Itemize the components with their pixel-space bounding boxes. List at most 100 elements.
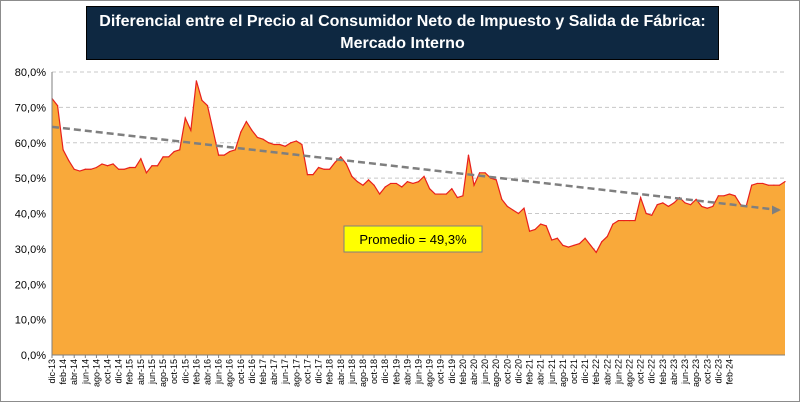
data-point xyxy=(634,219,636,222)
data-point xyxy=(751,184,753,186)
x-tick-label: feb-19 xyxy=(391,359,401,385)
data-point xyxy=(584,237,586,239)
data-point xyxy=(484,172,486,174)
data-point xyxy=(118,168,120,170)
data-point xyxy=(567,246,570,248)
data-point xyxy=(512,209,514,211)
data-point xyxy=(279,143,281,146)
data-point xyxy=(356,181,359,183)
data-point xyxy=(673,202,675,204)
data-point xyxy=(501,198,503,200)
data-point xyxy=(195,80,197,82)
data-point xyxy=(651,214,653,216)
data-point xyxy=(545,225,547,227)
data-point xyxy=(734,195,736,197)
x-tick-label: jun-23 xyxy=(680,359,690,385)
data-point xyxy=(340,156,342,158)
x-tick-label: oct-19 xyxy=(436,359,446,384)
x-tick-label: feb-24 xyxy=(724,359,734,385)
data-point xyxy=(756,182,758,185)
x-tick-label: oct-14 xyxy=(103,359,113,384)
data-point xyxy=(379,193,381,195)
x-tick-label: abr-16 xyxy=(202,359,212,385)
x-tick-label: abr-23 xyxy=(669,359,679,385)
data-point xyxy=(701,205,703,208)
x-tick-label: feb-23 xyxy=(658,359,668,385)
data-point xyxy=(373,184,375,186)
data-point xyxy=(695,198,697,200)
x-tick-label: dic-22 xyxy=(647,359,657,384)
data-point xyxy=(717,195,719,197)
data-point xyxy=(417,181,420,183)
data-point xyxy=(190,129,192,131)
x-tick-label: feb-16 xyxy=(191,359,201,385)
plot-area xyxy=(51,80,786,355)
x-tick-label: jun-19 xyxy=(414,359,424,385)
x-tick-label: jun-17 xyxy=(280,359,290,385)
data-point xyxy=(645,212,647,215)
data-point xyxy=(245,120,247,123)
data-point xyxy=(317,166,320,169)
data-point xyxy=(101,163,103,165)
average-label-box xyxy=(343,225,483,253)
data-point xyxy=(395,182,397,185)
data-point xyxy=(551,239,553,241)
data-point xyxy=(229,150,231,153)
data-point xyxy=(168,156,170,158)
data-point xyxy=(473,184,475,186)
x-tick-label: dic-16 xyxy=(247,359,257,384)
x-tick-label: jun-21 xyxy=(547,359,557,385)
data-point xyxy=(467,154,470,156)
x-tick-label: abr-15 xyxy=(136,359,146,385)
x-tick-label: oct-16 xyxy=(236,359,246,384)
data-point xyxy=(640,196,642,199)
chart-title-line-2: Mercado Interno xyxy=(340,35,465,52)
data-point xyxy=(773,184,775,186)
data-point xyxy=(517,212,520,215)
trendline xyxy=(51,125,781,215)
data-point xyxy=(151,165,153,167)
x-tick-label: oct-22 xyxy=(636,359,646,384)
x-tick-label: ago-17 xyxy=(291,359,301,387)
data-point xyxy=(662,202,664,204)
data-point xyxy=(56,105,59,107)
x-tick-label: abr-20 xyxy=(469,359,479,385)
x-tick-label: ago-14 xyxy=(91,359,101,387)
data-point xyxy=(73,168,75,170)
x-tick-label: jun-18 xyxy=(347,359,357,385)
data-point xyxy=(690,204,692,206)
x-tick-label: ago-20 xyxy=(491,359,501,387)
data-point xyxy=(540,223,542,225)
data-point xyxy=(351,175,353,177)
x-tick-label: oct-15 xyxy=(169,359,179,384)
data-point xyxy=(312,173,314,176)
data-point xyxy=(478,172,481,174)
data-point xyxy=(162,156,164,158)
data-point xyxy=(401,186,403,188)
x-tick-label: abr-19 xyxy=(402,359,412,385)
trend-line xyxy=(51,125,780,212)
data-point xyxy=(134,166,136,169)
y-tick-label: 50,0% xyxy=(15,173,46,185)
data-point xyxy=(762,182,764,185)
data-point xyxy=(68,159,70,162)
data-point xyxy=(440,193,442,195)
x-tick-label: jun-22 xyxy=(613,359,623,385)
data-point xyxy=(384,186,386,188)
x-tick-label: oct-17 xyxy=(302,359,312,384)
series-area xyxy=(52,80,785,355)
data-point xyxy=(456,196,458,199)
average-label-group: Promedio = 49,3% xyxy=(343,225,483,253)
data-point xyxy=(556,237,558,239)
y-tick-label: 40,0% xyxy=(15,209,46,221)
data-point xyxy=(367,179,370,181)
data-point xyxy=(179,149,181,151)
x-tick-label: ago-22 xyxy=(625,359,635,387)
data-point xyxy=(590,244,592,246)
data-point xyxy=(201,99,203,101)
data-point xyxy=(617,219,620,222)
x-tick-label: feb-14 xyxy=(58,359,68,385)
data-point xyxy=(334,161,336,163)
data-point xyxy=(362,184,364,186)
x-tick-label: dic-19 xyxy=(447,359,457,384)
